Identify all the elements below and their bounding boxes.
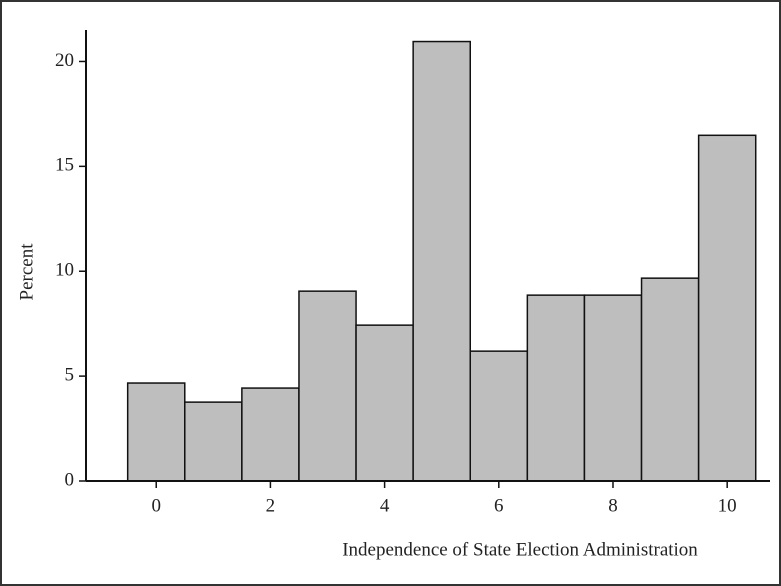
y-tick-label: 15 [55,155,74,176]
bar [469,350,529,482]
bar [640,277,700,482]
bar [241,387,300,482]
x-tick-label: 8 [608,495,618,516]
bar [126,382,186,482]
x-tick-label: 2 [266,495,276,516]
y-tick-label: 0 [65,469,75,490]
bar [298,290,357,482]
bar [526,294,586,482]
x-tick-label: 6 [494,495,504,516]
y-axis-label: Percent [16,243,37,301]
y-tick-label: 5 [65,364,75,385]
x-axis-label: Independence of State Election Administr… [342,539,698,560]
x-tick-label: 4 [380,495,390,516]
x-tick-label: 10 [718,495,737,516]
bar [583,294,643,482]
bar [355,324,414,482]
bar [697,134,757,482]
bar [184,401,243,482]
bar [412,40,472,482]
y-tick-label: 20 [55,50,74,71]
y-tick-label: 10 [55,260,74,281]
x-tick-label: 0 [151,495,161,516]
